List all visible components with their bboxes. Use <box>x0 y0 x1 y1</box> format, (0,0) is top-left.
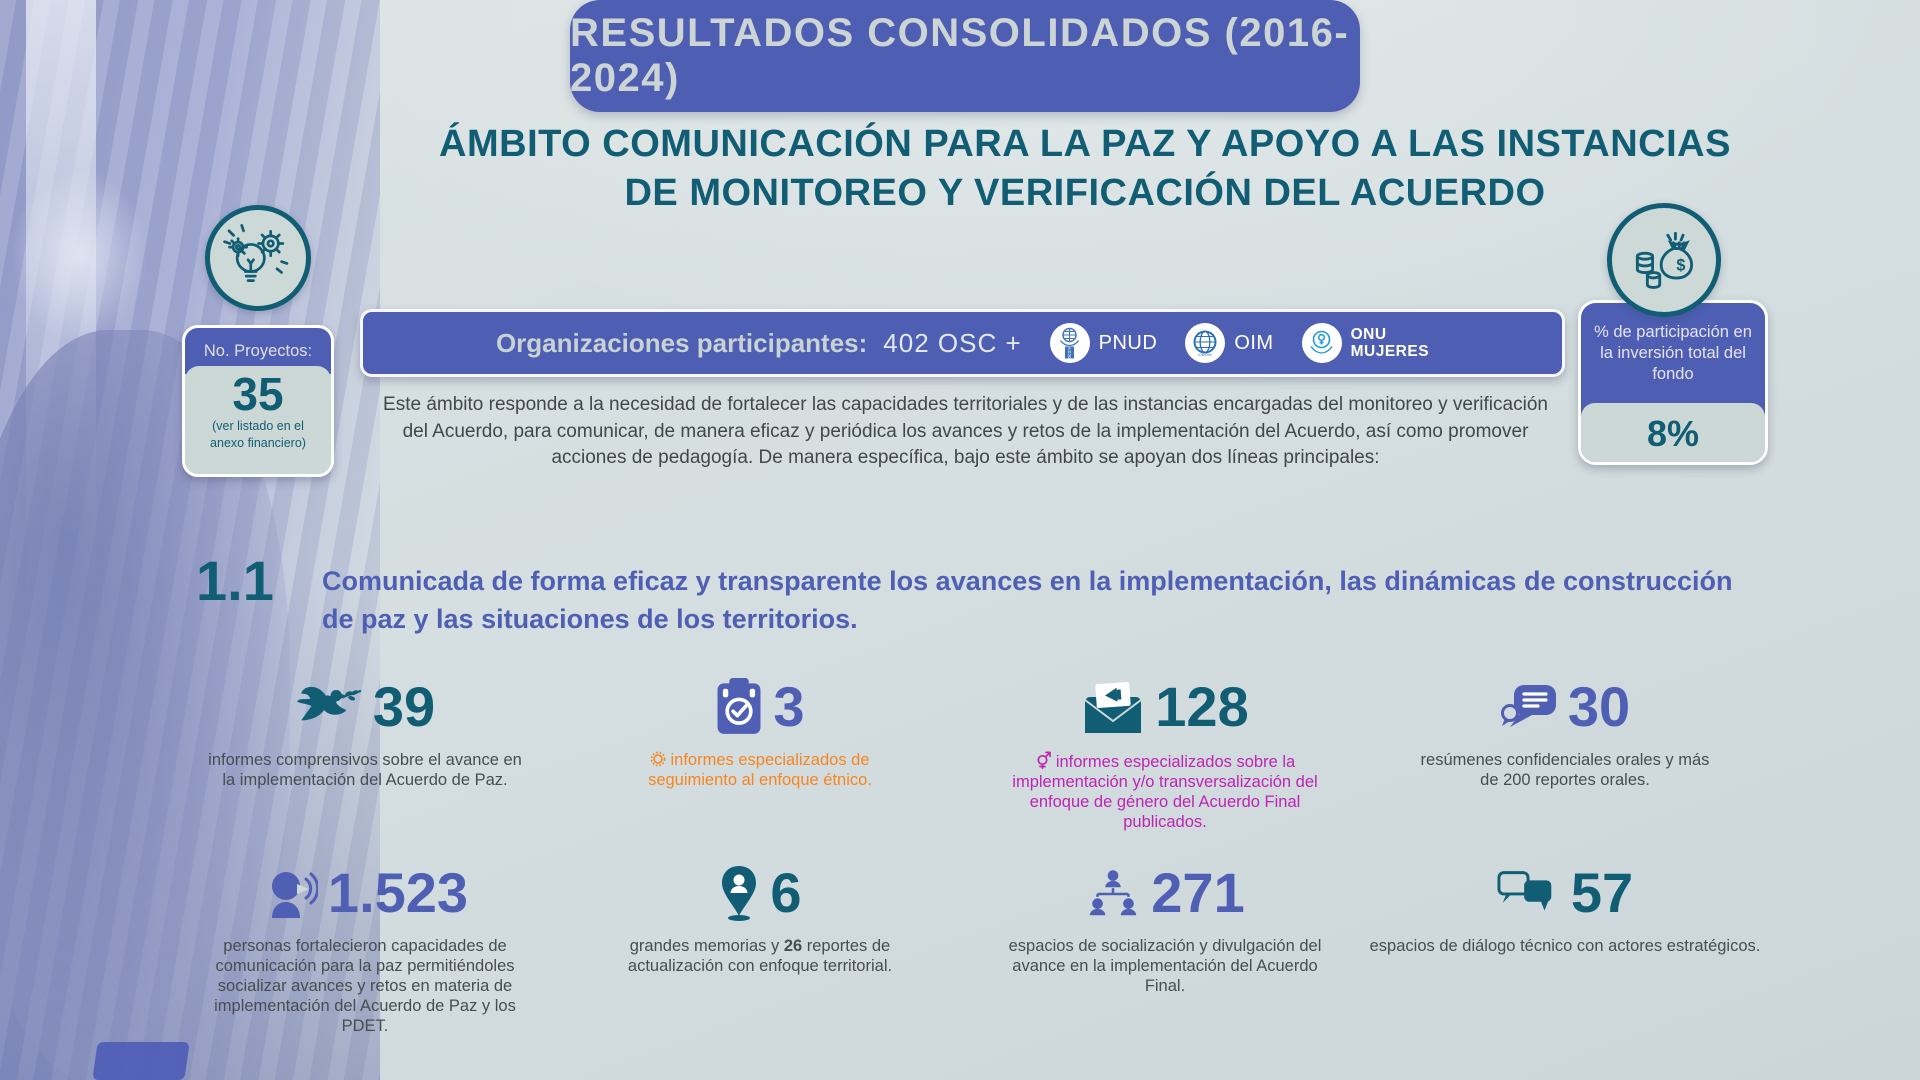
organizations-bar: Organizaciones participantes: 402 OSC + … <box>360 309 1565 377</box>
title-banner: RESULTADOS CONSOLIDADOS (2016-2024) <box>570 0 1360 112</box>
banner-title: RESULTADOS CONSOLIDADOS (2016-2024) <box>570 11 1350 100</box>
background-photo <box>0 0 380 1080</box>
stat-value: 271 <box>1151 861 1245 924</box>
stat-value: 57 <box>1570 861 1634 924</box>
stat-caption: personas fortalecieron capacidades de co… <box>214 937 516 1035</box>
investment-share-value: 8% <box>1646 413 1700 454</box>
stat-value: 128 <box>1155 675 1249 738</box>
oim-logo: IOM•OIM OIM <box>1185 323 1273 363</box>
onu-mujeres-logo: ONU MUJERES <box>1301 323 1430 363</box>
svg-text:IOM•OIM: IOM•OIM <box>1199 353 1213 357</box>
organizations-label: Organizaciones participantes: <box>495 327 868 358</box>
projects-count-note: (ver listado en el anexo financiero) <box>210 419 306 450</box>
speaking-person-icon <box>271 872 318 918</box>
investment-share-label: % de participación en la inversión total… <box>1594 322 1752 383</box>
money-badge: $ <box>1607 203 1721 317</box>
section-title: Comunicada de forma eficaz y transparent… <box>322 566 1733 634</box>
pnud-logo: P N U D PNUD <box>1049 323 1158 363</box>
map-pin-icon <box>722 866 757 921</box>
stat-caption: resúmenes confidenciales orales y más de… <box>1420 751 1710 789</box>
projects-count-value: 35 <box>232 368 284 420</box>
stat-value: 6 <box>770 861 802 924</box>
stat-value: 39 <box>372 675 436 738</box>
stat-caption: informes especializados sobre la impleme… <box>1005 750 1325 832</box>
stat-caption: informes comprensivos sobre el avance en… <box>208 751 522 789</box>
gender-icon <box>1037 751 1051 770</box>
projects-count-box: No. Proyectos: 35 (ver listado en el ane… <box>182 325 334 477</box>
partner-logos: P N U D PNUD IOM•OI <box>1049 323 1430 363</box>
stat-grandes-memorias: 6 grandes memorias y 26 reportes de actu… <box>560 858 960 976</box>
projects-count-label: No. Proyectos: <box>203 341 313 360</box>
svg-text:N: N <box>1068 350 1071 354</box>
stat-espacios-dialogo: 57 espacios de diálogo técnico con actor… <box>1345 858 1785 956</box>
page-title-line2: DE MONITOREO Y VERIFICACIÓN DEL ACUERDO <box>624 172 1546 214</box>
stat-value: 1.523 <box>327 861 469 924</box>
dialog-boxes-icon <box>1497 871 1552 911</box>
stat-informes-etnico: 3 informes especializados de seguimiento… <box>560 672 960 790</box>
page-title: ÁMBITO COMUNICACIÓN PARA LA PAZ Y APOYO … <box>400 120 1770 218</box>
dove-icon <box>296 686 362 721</box>
chat-bubbles-icon <box>1500 685 1556 727</box>
stat-resumenes-orales: 30 resúmenes confidenciales orales y más… <box>1365 672 1765 790</box>
pnud-logo-icon: P N U D <box>1049 323 1090 363</box>
onu-mujeres-logo-icon <box>1301 323 1342 363</box>
stat-caption: espacios de diálogo técnico con actores … <box>1369 937 1761 955</box>
idea-badge <box>205 205 311 311</box>
stat-value: 3 <box>773 675 805 738</box>
stat-value: 30 <box>1567 675 1631 738</box>
ethnic-focus-icon <box>651 751 666 767</box>
svg-text:P: P <box>1069 347 1072 351</box>
stat-caption: espacios de socialización y divulgación … <box>1008 937 1322 995</box>
clipboard-check-icon <box>717 678 761 734</box>
org-chart-icon <box>1090 870 1137 916</box>
lightbulb-gears-icon <box>223 224 289 282</box>
envelope-megaphone-icon <box>1084 681 1142 733</box>
stat-espacios-socializacion: 271 espacios de socialización y divulgac… <box>965 858 1365 996</box>
money-bag-icon: $ <box>1635 231 1694 289</box>
photo-blue-patch <box>92 1042 190 1080</box>
page-title-line1: ÁMBITO COMUNICACIÓN PARA LA PAZ Y APOYO … <box>439 123 1731 165</box>
organizations-count: 402 OSC + <box>883 327 1022 358</box>
oim-logo-label: OIM <box>1234 331 1274 354</box>
investment-share-box: % de participación en la inversión total… <box>1578 300 1768 465</box>
stat-informes-genero: 128 informes especializados sobre la imp… <box>965 672 1365 832</box>
svg-text:$: $ <box>1676 256 1685 274</box>
section-number: 1.1 <box>196 549 274 612</box>
onu-mujeres-logo-label: ONU MUJERES <box>1350 326 1430 360</box>
intro-paragraph: Este ámbito responde a la necesidad de f… <box>383 394 1548 468</box>
stat-caption: grandes memorias y 26 reportes de actual… <box>627 937 893 975</box>
svg-text:D: D <box>1068 356 1071 359</box>
projects-count-body: 35 (ver listado en el anexo financiero) <box>185 366 331 451</box>
stat-personas-capacidades: 1.523 personas fortalecieron capacidades… <box>165 858 565 1036</box>
svg-text:U: U <box>1068 353 1071 357</box>
investment-share-body: 8% <box>1581 403 1765 462</box>
oim-logo-icon: IOM•OIM <box>1185 323 1226 363</box>
stat-informes-comprensivos: 39 informes comprensivos sobre el avance… <box>165 672 565 790</box>
stat-caption: informes especializados de seguimiento a… <box>648 751 872 789</box>
pnud-logo-label: PNUD <box>1098 331 1158 354</box>
